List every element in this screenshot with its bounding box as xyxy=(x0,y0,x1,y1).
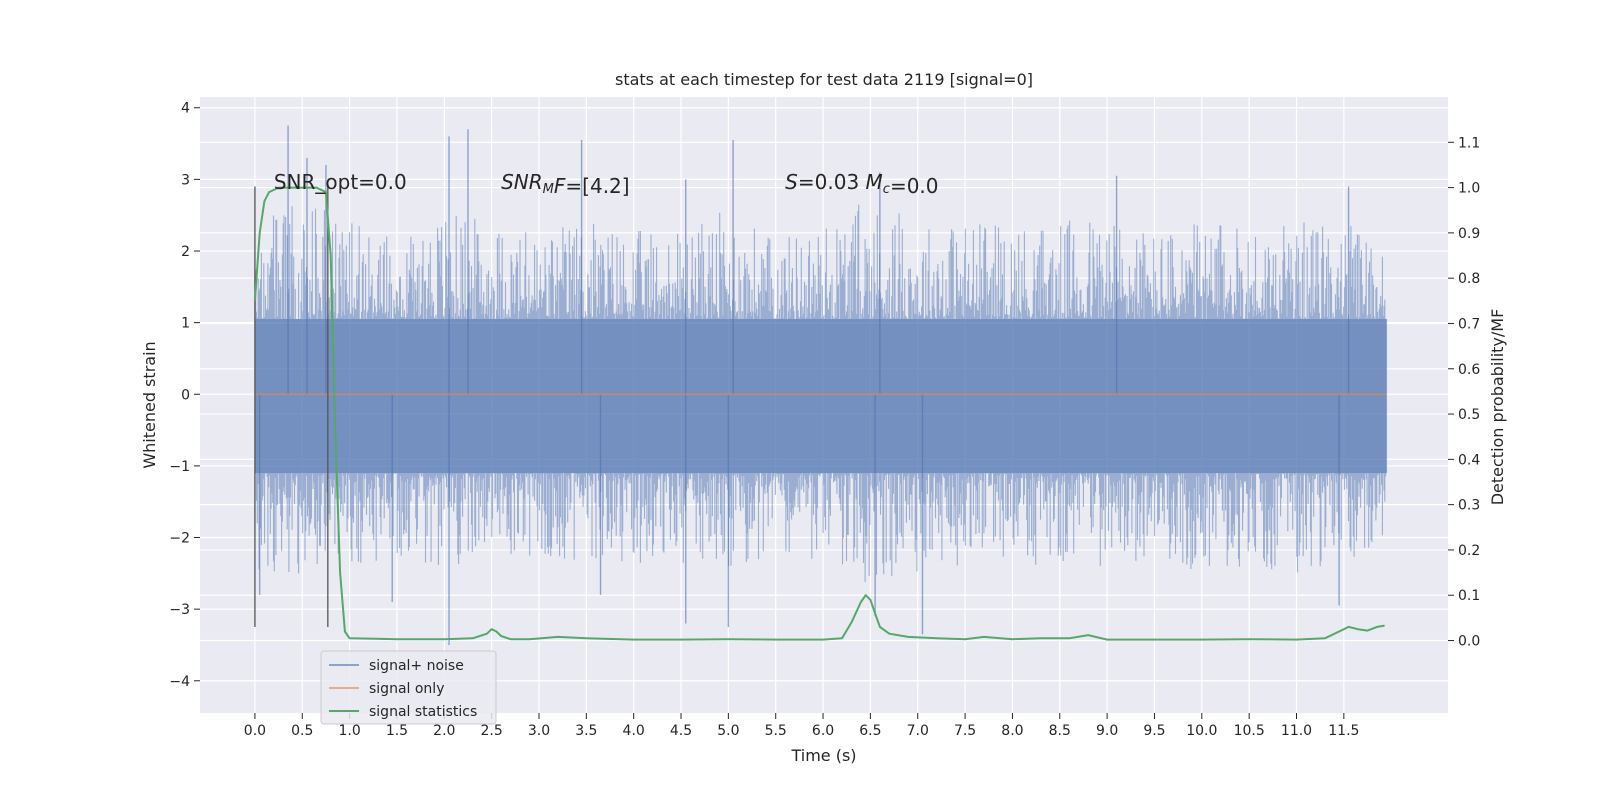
legend-label: signal statistics xyxy=(369,704,477,720)
y-tick-label: −2 xyxy=(169,531,190,547)
x-tick-label: 0.5 xyxy=(291,723,313,739)
y2-tick-label: 0.6 xyxy=(1458,362,1480,378)
x-tick-label: 10.0 xyxy=(1186,723,1217,739)
x-axis-label: Time (s) xyxy=(790,746,856,765)
legend-box xyxy=(320,650,497,725)
annotation-2: S=0.03 Mc=0.0 xyxy=(785,170,938,198)
x-tick-label: 10.5 xyxy=(1234,723,1265,739)
legend-label: signal+ noise xyxy=(369,658,464,674)
x-tick-label: 4.0 xyxy=(623,723,645,739)
y-axis-ticks: −4 −3 −2 −1 0 1 2 3 4 xyxy=(169,101,200,690)
y2-tick-label: 0.9 xyxy=(1458,226,1480,242)
legend-label: signal only xyxy=(369,681,444,697)
x-tick-label: 3.5 xyxy=(575,723,597,739)
y2-tick-label: 0.3 xyxy=(1458,498,1480,514)
y-tick-label: 2 xyxy=(181,244,190,260)
x-tick-label: 3.0 xyxy=(528,723,550,739)
y2-tick-label: 0.1 xyxy=(1458,588,1480,604)
annotation-1: SNRMF=[4.2] xyxy=(501,170,629,198)
x-tick-label: 9.0 xyxy=(1096,723,1118,739)
y2-tick-label: 0.0 xyxy=(1458,634,1480,650)
x-axis-ticks: 0.0 0.5 1.0 1.5 2.0 2.5 3.0 3.5 4.0 4.5 5.0 5.5 6.0 6… xyxy=(244,713,1359,739)
series-signal-noise xyxy=(254,125,1388,645)
x-tick-label: 11.0 xyxy=(1281,723,1312,739)
y2-axis-label: Detection probability/MF xyxy=(1488,309,1507,506)
x-tick-label: 11.5 xyxy=(1328,723,1359,739)
x-tick-label: 7.5 xyxy=(954,723,976,739)
x-tick-label: 1.0 xyxy=(338,723,360,739)
y2-tick-label: 0.5 xyxy=(1458,407,1480,423)
y-tick-label: 1 xyxy=(181,316,190,332)
annotations: SNR_opt=0.0 SNRMF=[4.2] S=0.03 Mc=0.0 xyxy=(274,170,939,198)
x-tick-label: 4.5 xyxy=(670,723,692,739)
signal-statistics-line xyxy=(253,186,1385,641)
y-tick-label: 3 xyxy=(181,172,190,188)
chart-title: stats at each timestep for test data 211… xyxy=(615,70,1033,89)
y2-tick-label: 1.0 xyxy=(1458,181,1480,197)
x-tick-label: 6.0 xyxy=(812,723,834,739)
x-tick-label: 8.5 xyxy=(1049,723,1071,739)
x-tick-label: 2.0 xyxy=(433,723,455,739)
x-tick-label: 9.5 xyxy=(1143,723,1165,739)
y-tick-label: 0 xyxy=(181,387,190,403)
y2-tick-label: 1.1 xyxy=(1458,135,1480,151)
x-tick-label: 2.5 xyxy=(481,723,503,739)
x-tick-label: 0.0 xyxy=(244,723,266,739)
y2-axis-ticks: 0.0 0.1 0.2 0.3 0.4 0.5 0.6 0.7 0.8 0.9 1.0 1.1 xyxy=(1448,135,1480,650)
y2-tick-label: 0.7 xyxy=(1458,316,1480,332)
annotation-0: SNR_opt=0.0 xyxy=(274,170,407,194)
y2-tick-label: 0.8 xyxy=(1458,271,1480,287)
y-tick-label: −3 xyxy=(169,602,190,618)
y2-tick-label: 0.4 xyxy=(1458,452,1480,468)
y-axis-label: Whitened strain xyxy=(140,341,159,468)
legend: signal+ noise signal only signal statistic… xyxy=(320,650,497,725)
y-tick-label: −4 xyxy=(169,674,190,690)
x-tick-label: 5.5 xyxy=(765,723,787,739)
series-signal-statistics xyxy=(253,186,1385,641)
x-tick-label: 6.5 xyxy=(859,723,881,739)
y-tick-label: −1 xyxy=(169,459,190,475)
x-tick-label: 1.5 xyxy=(386,723,408,739)
x-tick-label: 7.0 xyxy=(907,723,929,739)
y-tick-label: 4 xyxy=(181,101,190,117)
x-tick-label: 8.0 xyxy=(1001,723,1023,739)
y2-tick-label: 0.2 xyxy=(1458,543,1480,559)
x-tick-label: 5.0 xyxy=(717,723,739,739)
vertical-markers xyxy=(254,186,329,628)
